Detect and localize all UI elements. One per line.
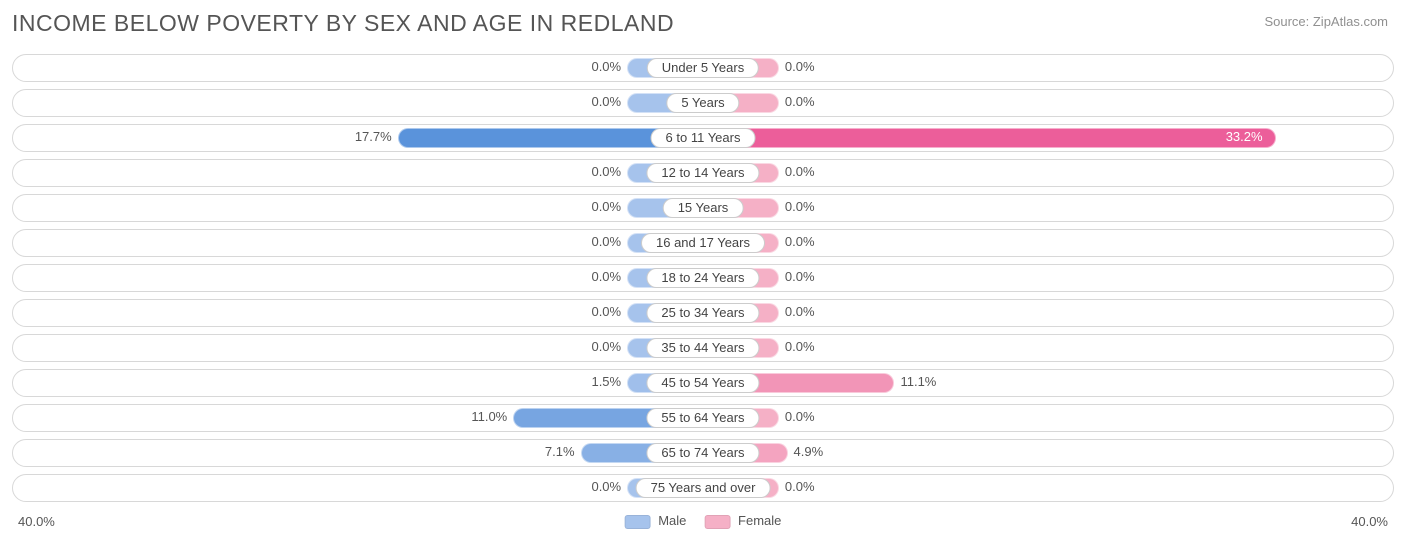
chart-row: 0.0% 0.0% 25 to 34 Years [12,299,1394,327]
male-value-label: 0.0% [591,59,621,74]
female-value-label: 0.0% [785,479,815,494]
male-value-label: 0.0% [591,479,621,494]
female-value-label: 0.0% [785,199,815,214]
male-value-label: 0.0% [591,269,621,284]
category-pill: 35 to 44 Years [646,338,759,358]
chart-row: 0.0% 0.0% 16 and 17 Years [12,229,1394,257]
male-value-label: 0.0% [591,199,621,214]
category-pill: 25 to 34 Years [646,303,759,323]
male-value-label: 17.7% [355,129,392,144]
male-value-label: 0.0% [591,234,621,249]
category-pill: 16 and 17 Years [641,233,765,253]
category-pill: 18 to 24 Years [646,268,759,288]
male-value-label: 11.0% [471,409,507,424]
female-bar [703,128,1276,148]
axis-left-max: 40.0% [18,514,55,529]
female-value-label: 0.0% [785,59,815,74]
category-pill: 5 Years [666,93,739,113]
female-value-label: 0.0% [785,304,815,319]
male-swatch-icon [625,515,651,529]
male-value-label: 0.0% [591,164,621,179]
female-value-label: 11.1% [900,374,936,389]
female-value-label: 0.0% [785,269,815,284]
chart-row: 17.7% 33.2% 6 to 11 Years [12,124,1394,152]
chart-row: 0.0% 0.0% 18 to 24 Years [12,264,1394,292]
category-pill: 65 to 74 Years [646,443,759,463]
legend-female-label: Female [738,513,781,528]
chart-row: 0.0% 0.0% 35 to 44 Years [12,334,1394,362]
female-value-label: 0.0% [785,409,815,424]
category-pill: 15 Years [663,198,744,218]
axis-right-max: 40.0% [1351,514,1388,529]
category-pill: 55 to 64 Years [646,408,759,428]
legend-item-male: Male [625,513,687,529]
female-swatch-icon [704,515,730,529]
male-value-label: 0.0% [591,94,621,109]
category-pill: 6 to 11 Years [651,128,756,148]
legend-item-female: Female [704,513,781,529]
chart-row: 11.0% 0.0% 55 to 64 Years [12,404,1394,432]
source-attribution: Source: ZipAtlas.com [1264,14,1388,29]
male-value-label: 0.0% [591,339,621,354]
male-value-label: 0.0% [591,304,621,319]
chart-row: 7.1% 4.9% 65 to 74 Years [12,439,1394,467]
chart-row: 0.0% 0.0% 12 to 14 Years [12,159,1394,187]
chart-row: 0.0% 0.0% Under 5 Years [12,54,1394,82]
female-value-label: 33.2% [1226,129,1263,144]
female-value-label: 4.9% [794,444,824,459]
male-value-label: 1.5% [591,374,621,389]
category-pill: 75 Years and over [636,478,771,498]
male-value-label: 7.1% [545,444,575,459]
diverging-bar-chart: 0.0% 0.0% Under 5 Years 0.0% 0.0% 5 Years 17.7… [12,54,1394,509]
chart-row: 1.5% 11.1% 45 to 54 Years [12,369,1394,397]
chart-row: 0.0% 0.0% 5 Years [12,89,1394,117]
female-value-label: 0.0% [785,339,815,354]
category-pill: Under 5 Years [647,58,759,78]
legend: Male Female [625,513,782,529]
female-value-label: 0.0% [785,164,815,179]
chart-row: 0.0% 0.0% 75 Years and over [12,474,1394,502]
category-pill: 12 to 14 Years [646,163,759,183]
female-value-label: 0.0% [785,94,815,109]
legend-male-label: Male [658,513,686,528]
female-value-label: 0.0% [785,234,815,249]
chart-title: INCOME BELOW POVERTY BY SEX AND AGE IN R… [12,10,674,37]
chart-row: 0.0% 0.0% 15 Years [12,194,1394,222]
category-pill: 45 to 54 Years [646,373,759,393]
